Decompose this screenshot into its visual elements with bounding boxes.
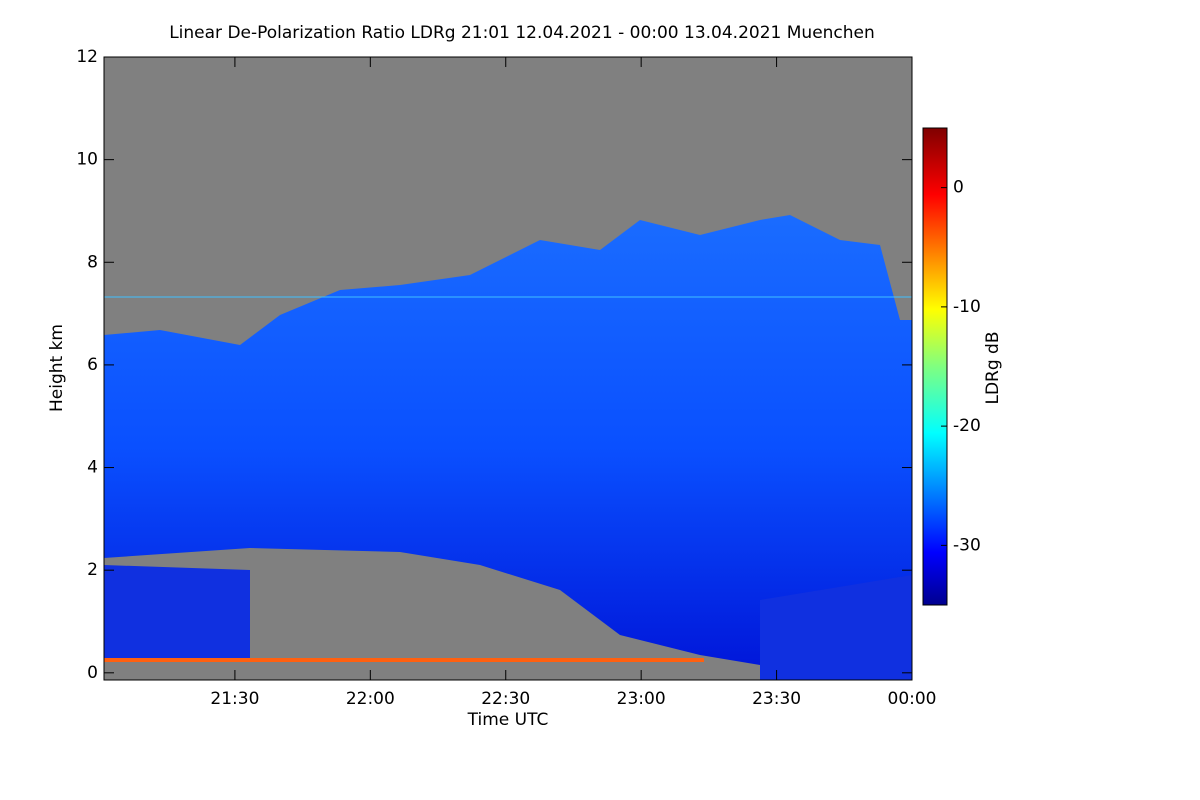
colorbar-tick-label: 0 bbox=[953, 178, 964, 198]
colorbar-tick-label: -10 bbox=[953, 297, 981, 317]
x-tick-label: 23:30 bbox=[752, 689, 801, 709]
x-axis-label: Time UTC bbox=[467, 710, 549, 730]
x-tick-label: 21:30 bbox=[210, 689, 259, 709]
y-tick-label: 4 bbox=[87, 458, 98, 478]
y-tick-label: 12 bbox=[76, 47, 98, 67]
y-tick-label: 8 bbox=[87, 252, 98, 272]
y-tick-label: 10 bbox=[76, 150, 98, 170]
colorbar-tick-label: -30 bbox=[953, 535, 981, 555]
colorbar-tick-label: -20 bbox=[953, 416, 981, 436]
x-tick-label: 23:00 bbox=[617, 689, 666, 709]
plot-frame bbox=[103, 56, 913, 681]
colorbar bbox=[922, 127, 948, 606]
y-tick-label: 6 bbox=[87, 355, 98, 375]
chart-title: Linear De-Polarization Ratio LDRg 21:01 … bbox=[169, 23, 875, 43]
x-tick-label: 22:30 bbox=[481, 689, 530, 709]
y-axis-label: Height km bbox=[47, 324, 67, 412]
heatmap-field bbox=[104, 57, 912, 680]
colorbar-label: LDRg dB bbox=[983, 331, 1003, 404]
x-tick-label: 00:00 bbox=[888, 689, 937, 709]
x-tick-label: 22:00 bbox=[346, 689, 395, 709]
y-tick-label: 2 bbox=[87, 560, 98, 580]
y-tick-label: 0 bbox=[87, 663, 98, 683]
